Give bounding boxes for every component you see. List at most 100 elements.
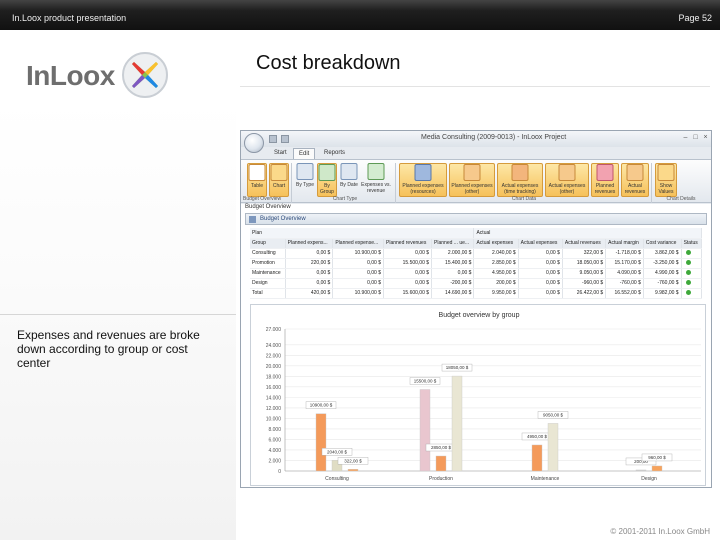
column-header[interactable]: Actual expenses (473, 238, 519, 249)
table-row[interactable]: Maintenance 0,00 $0,00 $0,00 $0,00 $4.950… (250, 268, 703, 279)
by-date-button[interactable]: By Date (339, 163, 359, 197)
column-header[interactable]: Status (681, 238, 703, 249)
actual-expenses-other-button[interactable]: Actual expenses (other) (545, 163, 589, 197)
column-header[interactable]: Actual expenses (518, 238, 563, 249)
group-separator (291, 163, 292, 203)
planned-expenses-resources-label: Planned expenses (resources) (402, 183, 444, 195)
table-row[interactable]: Promotion 220,00 $0,00 $15.500,00 $15.400… (250, 258, 703, 269)
by-type-button[interactable]: By Type (295, 163, 315, 197)
maximize-icon[interactable]: □ (693, 134, 698, 141)
value-cell: 322,00 $ (562, 248, 607, 259)
chart-button-label: Chart (272, 183, 286, 189)
bar-chart-icon (318, 164, 336, 181)
status-cell (681, 258, 703, 269)
data-label-box (305, 401, 337, 409)
copyright-footer: © 2001-2011 In.Loox GmbH (610, 527, 710, 536)
status-ok-icon (685, 260, 691, 266)
table-icon (248, 164, 266, 181)
y-tick-label: 0 (278, 469, 281, 475)
y-tick-label: 12.000 (266, 406, 282, 412)
window-title: Media Consulting (2009-0013) - InLoox Pr… (421, 134, 567, 141)
panel-header[interactable]: Budget Overview (245, 213, 707, 225)
chart-panel: Budget overview by group 0 2.000 4.000 6.000… (250, 304, 706, 486)
value-cell: 3.862,00 $ (643, 248, 682, 259)
close-icon[interactable]: × (703, 134, 708, 141)
chart-bar (331, 460, 343, 472)
chart-bar (635, 469, 647, 472)
by-group-button[interactable]: By Group (317, 163, 337, 197)
x-tick-label: Production (429, 476, 453, 482)
undo-icon[interactable] (281, 135, 289, 143)
value-cell: 0,00 $ (285, 278, 334, 289)
series-icon (511, 164, 529, 181)
header-bar: In.Loox product presentation Page 52 (0, 0, 720, 30)
data-label-box (641, 453, 673, 462)
save-icon[interactable] (269, 135, 277, 143)
value-cell: 15.170,00 $ (605, 258, 644, 269)
value-cell: -3.250,00 $ (643, 258, 682, 269)
table-button[interactable]: Table (247, 163, 267, 197)
page-number: Page 52 (678, 13, 712, 23)
show-values-button[interactable]: Show Values (655, 163, 677, 197)
data-label: 15500,00 $ (414, 378, 437, 383)
value-cell: 0,00 $ (518, 288, 563, 299)
value-cell: 2.000,00 $ (431, 248, 475, 259)
show-values-label: Show Values (658, 183, 674, 195)
value-cell: 0,00 $ (332, 278, 385, 289)
tab-edit[interactable]: Edit (293, 148, 316, 159)
table-row[interactable]: Consulting 0,00 $10.900,00 $0,00 $2.000,0… (250, 248, 703, 259)
band-actual: Actual (473, 228, 702, 239)
ribbon: Table Chart By Type By Group By Date E (241, 159, 711, 203)
data-label: 2850,00 $ (431, 445, 452, 450)
planned-expenses-resources-button[interactable]: Planned expenses (resources) (399, 163, 447, 197)
tab-start[interactable]: Start (274, 150, 287, 156)
table-row[interactable]: Total 420,00 $10.900,00 $15.600,00 $14.69… (250, 288, 703, 299)
panel-title: Budget Overview (260, 216, 306, 222)
actual-expenses-time-button[interactable]: Actual expenses (time tracking) (497, 163, 543, 197)
chart-button[interactable]: Chart (269, 163, 289, 197)
value-cell: 0,00 $ (518, 278, 563, 289)
series-icon (626, 164, 644, 181)
column-header[interactable]: Planned expens... (285, 238, 334, 249)
series-icon (414, 164, 432, 181)
ribbon-group-label: Chart Data (511, 196, 537, 202)
actual-revenues-button[interactable]: Actual revenues (621, 163, 649, 197)
column-header[interactable]: Cost variance (643, 238, 682, 249)
report-content: Budget Overview Budget Overview Plan Act… (241, 204, 711, 487)
column-header[interactable]: Group (250, 238, 286, 249)
data-label-box (441, 363, 473, 372)
title-underline (240, 86, 710, 87)
column-header[interactable]: Actual revenues (562, 238, 607, 249)
column-header[interactable]: Planned expense... (332, 238, 385, 249)
status-ok-icon (685, 290, 691, 296)
chart-bar (435, 455, 447, 472)
value-cell: 10.900,00 $ (332, 288, 385, 299)
group-cell: Maintenance (250, 268, 286, 279)
value-cell: 200,00 $ (473, 278, 519, 289)
y-tick-label: 22.000 (266, 353, 282, 359)
value-cell: 0,00 $ (518, 248, 563, 259)
x-tick-label: Maintenance (531, 476, 560, 482)
column-header[interactable]: Planned ... ue... (431, 238, 475, 249)
tab-reports[interactable]: Reports (324, 150, 346, 156)
planned-expenses-other-button[interactable]: Planned expenses (other) (449, 163, 495, 197)
y-tick-label: 10.000 (266, 416, 282, 422)
window-titlebar: Media Consulting (2009-0013) - InLoox Pr… (241, 131, 711, 147)
planned-revenues-button[interactable]: Planned revenues (591, 163, 619, 197)
value-cell: 18.050,00 $ (562, 258, 607, 269)
expenses-vs-revenue-button[interactable]: Expenses vs. revenue (361, 163, 391, 197)
by-group-label: By Group (320, 183, 334, 195)
actual-revenues-label: Actual revenues (624, 183, 646, 195)
column-header[interactable]: Actual margin (605, 238, 644, 249)
y-tick-label: 24.000 (266, 343, 282, 349)
chart-bar (531, 444, 543, 472)
budget-overview-label: Budget Overview (245, 204, 291, 210)
logo-wordmark: InLoox (26, 60, 115, 91)
table-row[interactable]: Design 0,00 $0,00 $0,00 $ -200,00 $200,00 … (250, 278, 703, 289)
value-cell: 220,00 $ (285, 258, 334, 269)
minimize-icon[interactable]: – (683, 134, 688, 141)
app-menu-orb-icon[interactable] (244, 133, 264, 153)
column-header[interactable]: Planned revenues (383, 238, 433, 249)
budget-chart: Budget overview by group 0 2.000 4.000 6.000… (266, 312, 701, 482)
